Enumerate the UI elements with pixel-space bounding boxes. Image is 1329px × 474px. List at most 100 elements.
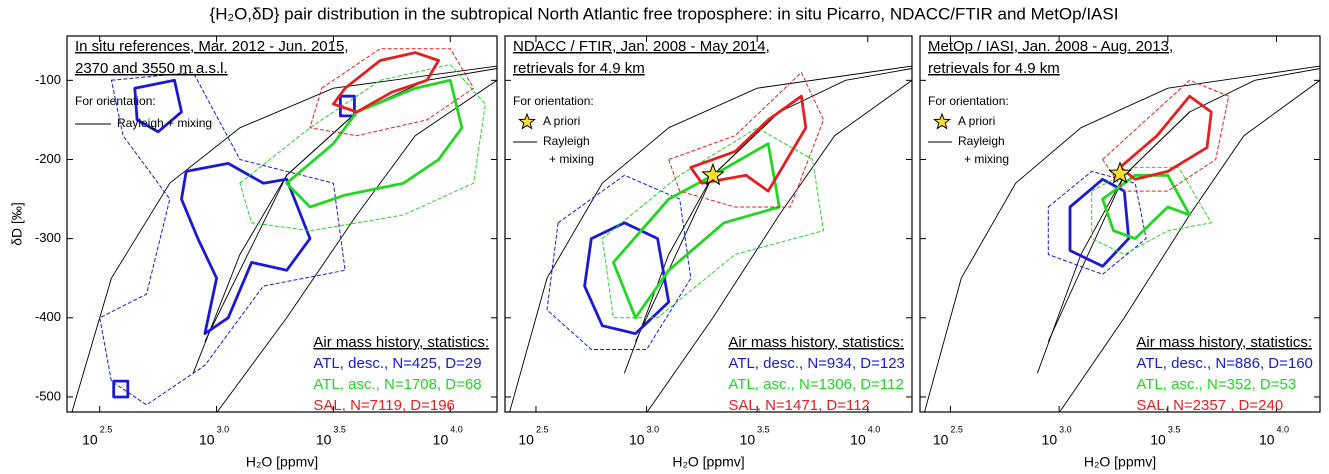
figure-title: {H₂O,δD} pair distribution in the subtro… — [210, 4, 1119, 23]
contour — [1091, 166, 1212, 255]
contour — [1101, 173, 1191, 240]
stats-line: SAL, N=1471, D=112 — [728, 397, 870, 414]
rayleigh-label: Rayleigh — [543, 134, 590, 148]
contour — [133, 78, 183, 134]
x-tick-base: 10 — [316, 432, 332, 448]
x-tick-base: 10 — [850, 432, 866, 448]
plot-area — [71, 48, 497, 412]
y-axis-label: δD [‰] — [9, 202, 25, 246]
stats-title: Air mass history, statistics: — [728, 334, 904, 351]
contour — [1068, 177, 1131, 268]
x-tick-label: 2.5 — [950, 424, 963, 434]
x-tick-base: 10 — [933, 432, 949, 448]
stats-line: SAL, N=2357 , D=240 — [1136, 397, 1283, 414]
contour — [309, 48, 475, 137]
stats-line: SAL, N=7119, D=196 — [313, 397, 455, 414]
rayleigh-line — [204, 111, 358, 342]
plot-area — [924, 65, 1320, 412]
rayleigh-label: + mixing — [964, 152, 1009, 166]
apriori-label: A priori — [543, 114, 580, 128]
contour — [668, 71, 824, 208]
x-tick-label: 2.5 — [100, 424, 113, 434]
panel-header: retrievals for 4.9 km — [928, 60, 1060, 77]
y-tick-label: -200 — [35, 151, 61, 166]
contour — [583, 221, 671, 335]
stats-line: ATL, desc., N=886, D=160 — [1136, 355, 1313, 372]
x-tick-label: 4.0 — [1277, 424, 1290, 434]
rayleigh-line — [924, 65, 1320, 412]
x-tick-base: 10 — [1042, 432, 1058, 448]
x-tick-base: 10 — [199, 432, 215, 448]
y-tick-label: -500 — [35, 388, 61, 403]
rayleigh-line — [623, 68, 912, 374]
x-axis-label: H₂O [ppmv] — [246, 454, 318, 470]
x-tick-label: 3.5 — [333, 424, 346, 434]
x-tick-label: 3.0 — [647, 424, 660, 434]
legend-star — [518, 112, 536, 130]
stats-line: ATL, asc., N=1708, D=68 — [313, 376, 481, 393]
orientation-title: For orientation: — [75, 94, 156, 108]
y-tick-label: -100 — [35, 72, 61, 87]
y-tick-label: -400 — [35, 309, 61, 324]
stats-title: Air mass history, statistics: — [313, 334, 489, 351]
x-tick-base: 10 — [1150, 432, 1166, 448]
x-tick-label: 4.0 — [868, 424, 881, 434]
apriori-star — [1108, 161, 1132, 184]
x-tick-base: 10 — [740, 432, 756, 448]
rayleigh-line — [1036, 68, 1320, 374]
rayleigh-label: + mixing — [549, 152, 594, 166]
x-tick-base: 10 — [518, 432, 534, 448]
contour — [180, 162, 312, 335]
x-tick-label: 2.5 — [536, 424, 549, 434]
x-tick-base: 10 — [82, 432, 98, 448]
panel-header: retrievals for 4.9 km — [513, 60, 645, 77]
stats-line: ATL, asc., N=352, D=53 — [1136, 376, 1296, 393]
contour — [332, 51, 440, 114]
panel-header: MetOp / IASI, Jan. 2008 - Aug. 2013, — [928, 38, 1173, 55]
y-tick-label: -300 — [35, 230, 61, 245]
panel-header: In situ references, Mar. 2012 - Jun. 201… — [75, 38, 349, 55]
rayleigh-line — [509, 65, 912, 412]
panel: -100-200-300-400-500102.5103.0103.5104.0… — [9, 35, 498, 470]
contour — [112, 379, 130, 399]
panel-frame — [504, 35, 913, 413]
rayleigh-line — [216, 79, 497, 412]
x-axis-label: H₂O [ppmv] — [672, 454, 744, 470]
x-tick-base: 10 — [629, 432, 645, 448]
legend-star — [933, 112, 951, 130]
rayleigh-label: Rayleigh + mixing — [117, 116, 212, 130]
contour — [285, 78, 464, 209]
x-tick-base: 10 — [1259, 432, 1275, 448]
orientation-title: For orientation: — [513, 94, 594, 108]
panel-header: NDACC / FTIR, Jan. 2008 - May 2014, — [513, 38, 770, 55]
stats-line: ATL, desc., N=934, D=123 — [728, 355, 905, 372]
contour — [1118, 94, 1213, 181]
x-tick-label: 4.0 — [450, 424, 463, 434]
apriori-label: A priori — [958, 114, 995, 128]
contour — [601, 127, 824, 319]
contour — [99, 71, 346, 406]
panel-header: 2370 and 3550 m a.s.l. — [75, 60, 228, 77]
apriori-star — [701, 162, 725, 186]
stats-title: Air mass history, statistics: — [1136, 334, 1312, 351]
contour — [239, 64, 486, 232]
x-tick-label: 3.0 — [1059, 424, 1072, 434]
rayleigh-line — [646, 79, 912, 412]
stats-line: ATL, desc., N=425, D=29 — [313, 355, 481, 372]
rayleigh-line — [192, 68, 497, 374]
panel-frame — [919, 35, 1321, 413]
x-axis-label: H₂O [ppmv] — [1084, 454, 1156, 470]
x-tick-label: 3.0 — [217, 424, 230, 434]
rayleigh-line — [71, 65, 497, 412]
x-tick-label: 3.5 — [1168, 424, 1181, 434]
panel-frame — [66, 35, 498, 413]
x-tick-label: 3.5 — [757, 424, 770, 434]
rayleigh-label: Rayleigh — [958, 134, 1005, 148]
contour — [1102, 79, 1230, 192]
x-tick-base: 10 — [433, 432, 449, 448]
contour — [546, 174, 692, 350]
orientation-title: For orientation: — [928, 94, 1009, 108]
